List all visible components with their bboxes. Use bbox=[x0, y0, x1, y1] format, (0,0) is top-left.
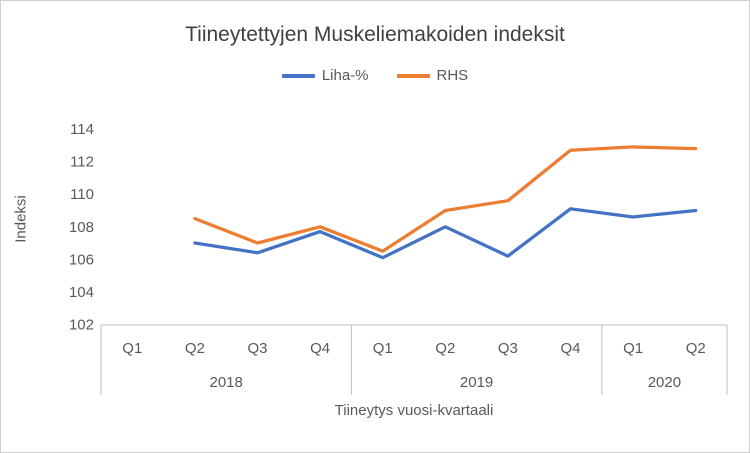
x-tick-label: Q1 bbox=[122, 340, 142, 357]
chart-title: Tiineytettyjen Muskeliemakoiden indeksit bbox=[185, 23, 565, 46]
year-label: 2018 bbox=[210, 374, 243, 391]
x-tick-label: Q4 bbox=[310, 340, 330, 357]
x-tick-label: Q2 bbox=[185, 340, 205, 357]
x-axis-title: Tiineytys vuosi-kvartaali bbox=[334, 402, 494, 419]
x-tick-label: Q1 bbox=[373, 340, 393, 357]
legend-label-liha: Liha-% bbox=[321, 67, 369, 84]
x-tick-label: Q4 bbox=[560, 340, 580, 357]
y-tick-label: 106 bbox=[69, 251, 94, 268]
year-label: 2019 bbox=[460, 374, 493, 391]
x-tick-label: Q2 bbox=[686, 340, 706, 357]
y-tick-label: 114 bbox=[70, 121, 94, 138]
legend-item-liha[interactable]: Liha-% bbox=[281, 67, 369, 84]
y-tick-label: 102 bbox=[69, 317, 94, 334]
legend-item-rhs[interactable]: RHS bbox=[396, 67, 469, 84]
legend-swatch-rhs-icon bbox=[396, 73, 430, 78]
y-tick-label: 112 bbox=[70, 154, 94, 171]
chart-legend: Liha-% RHS bbox=[1, 67, 749, 84]
legend-label-rhs: RHS bbox=[436, 67, 469, 84]
series-line-Liha-%[interactable] bbox=[193, 207, 698, 260]
x-tick-label: Q2 bbox=[435, 340, 455, 357]
x-tick-label: Q3 bbox=[247, 340, 267, 357]
x-tick-label: Q3 bbox=[498, 340, 518, 357]
legend-swatch-liha-icon bbox=[281, 73, 315, 78]
y-tick-label: 110 bbox=[70, 186, 94, 203]
y-tick-label: 104 bbox=[69, 284, 94, 301]
series-line-RHS[interactable] bbox=[193, 145, 698, 253]
year-label: 2020 bbox=[648, 374, 681, 391]
y-tick-label: 108 bbox=[69, 219, 94, 236]
x-tick-label: Q1 bbox=[623, 340, 643, 357]
